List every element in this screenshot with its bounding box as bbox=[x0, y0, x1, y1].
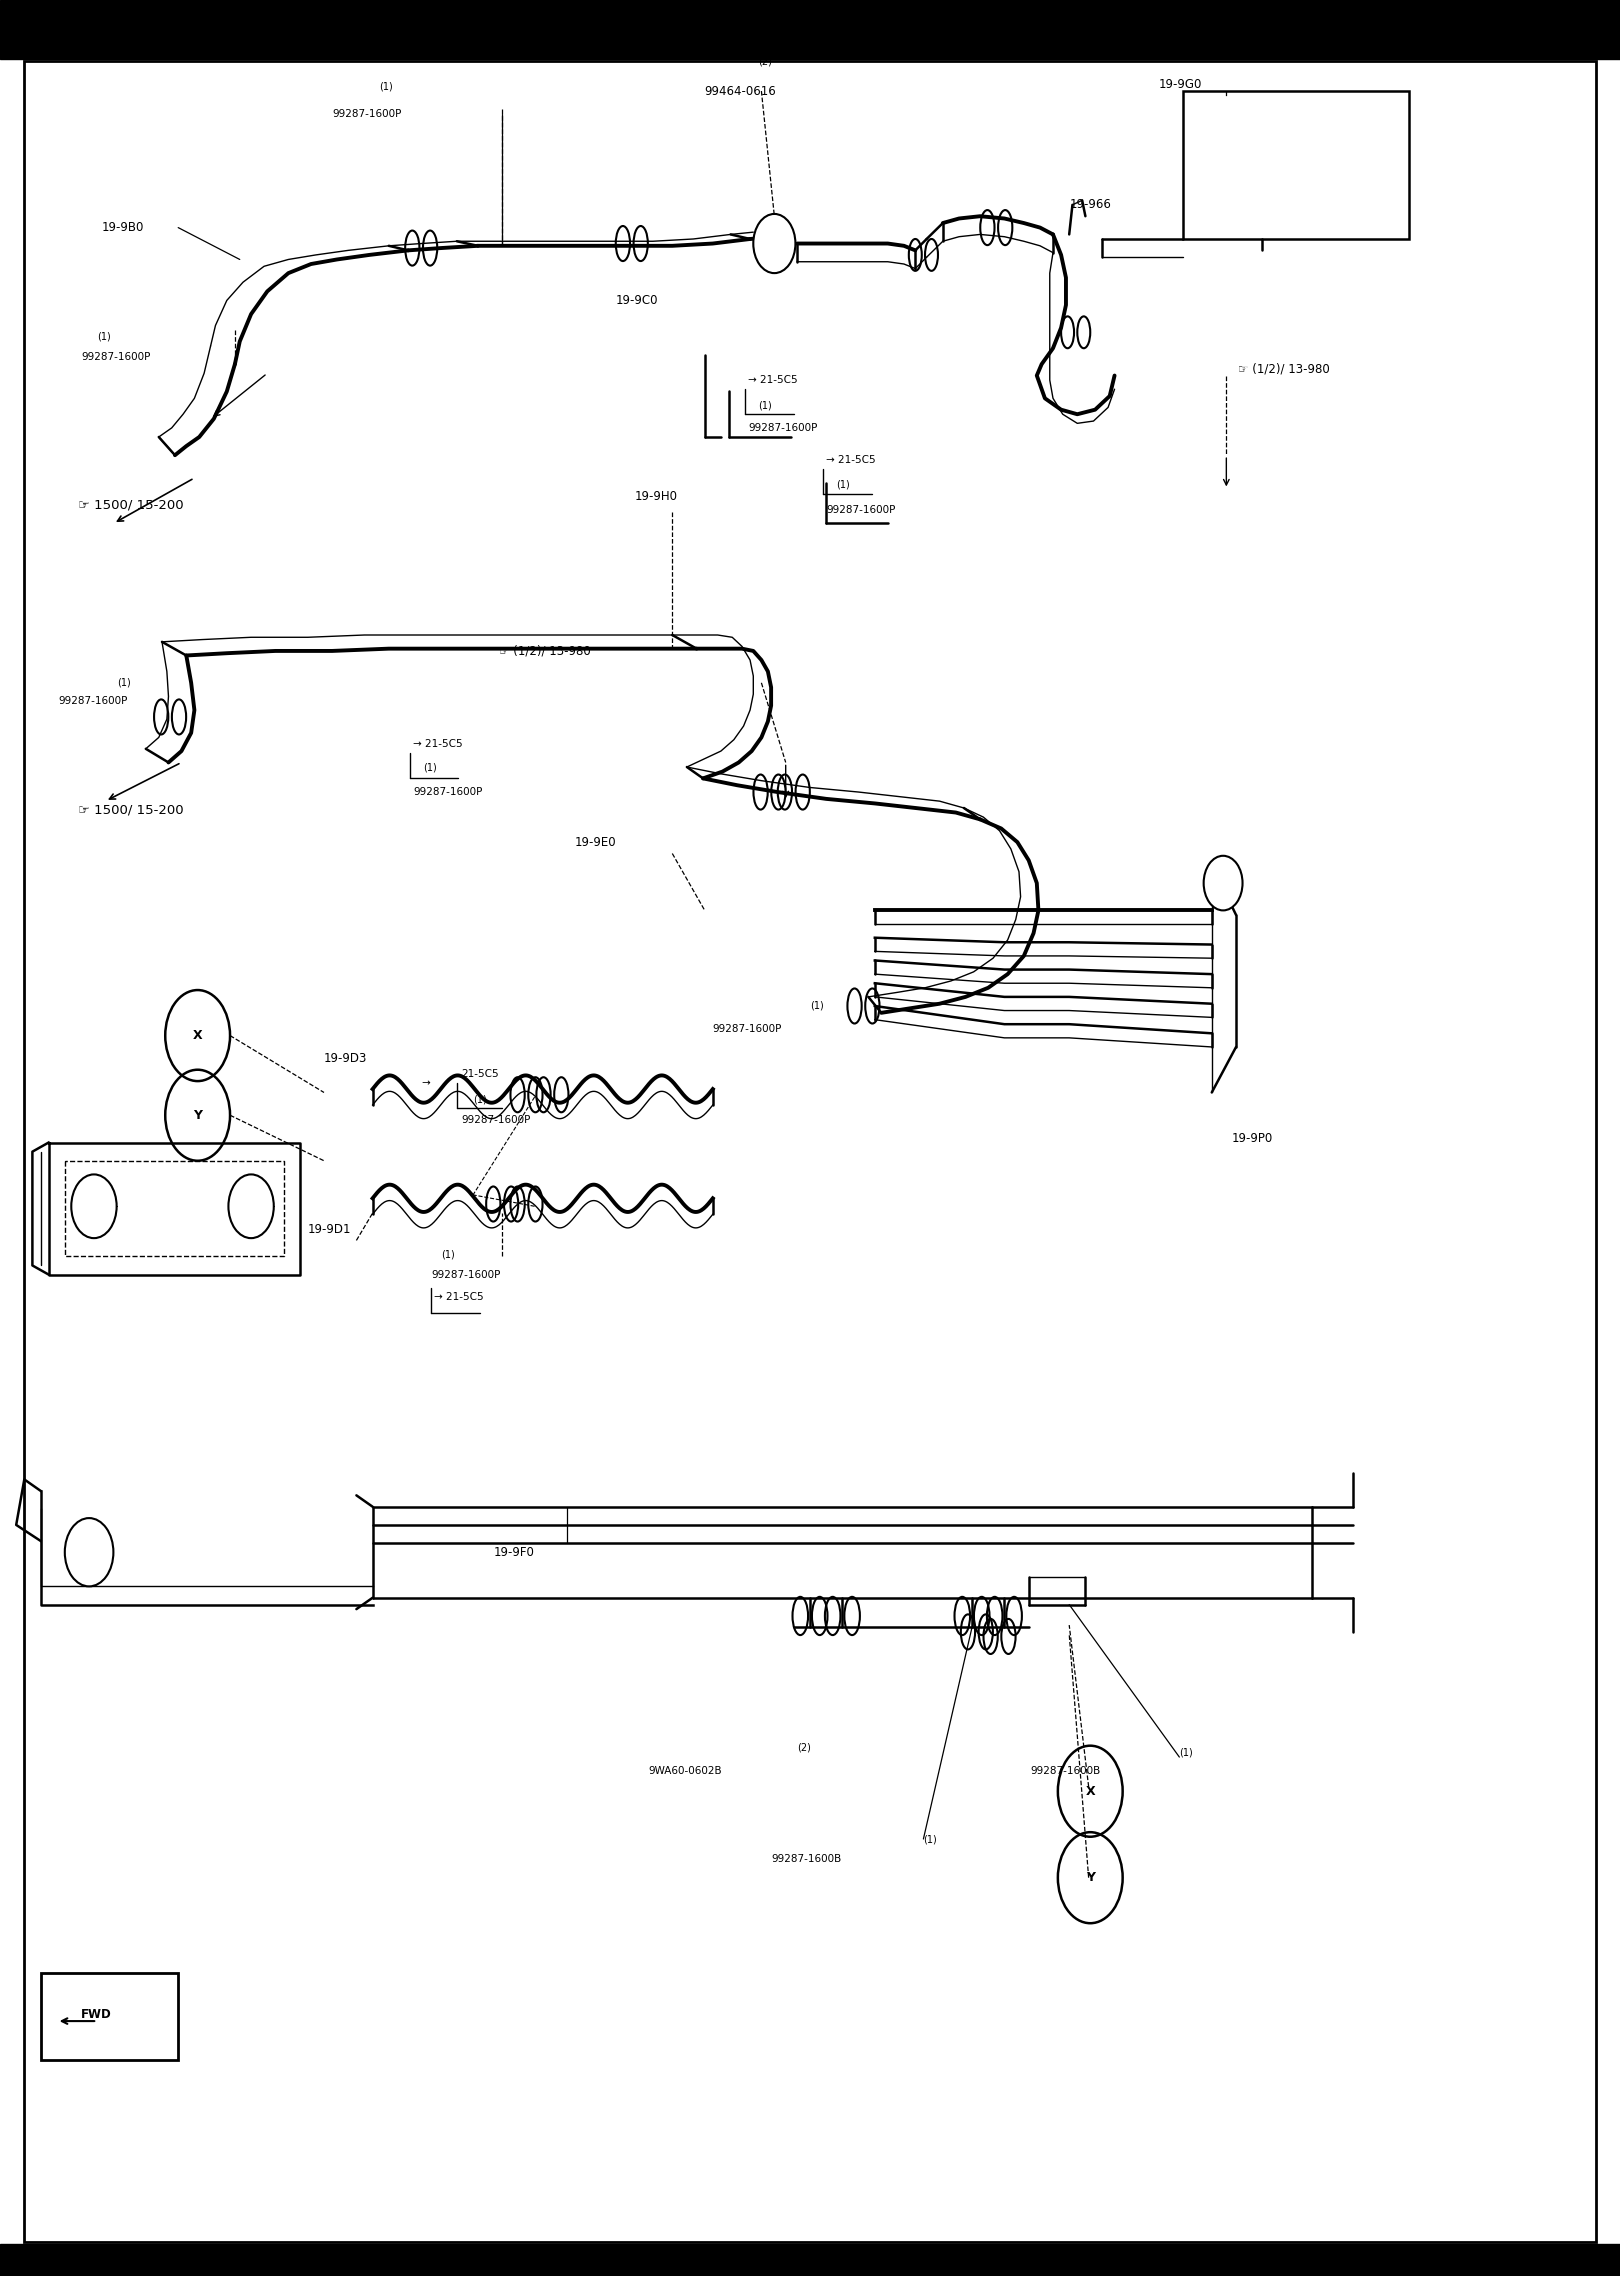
Text: 19-9B0: 19-9B0 bbox=[102, 221, 144, 234]
Bar bbox=[1183, 91, 1409, 239]
Text: (1): (1) bbox=[923, 1834, 936, 1844]
Text: 19-9G0: 19-9G0 bbox=[1158, 77, 1202, 91]
Text: (1): (1) bbox=[1179, 1748, 1192, 1757]
Text: 99287-1600B: 99287-1600B bbox=[771, 1855, 841, 1864]
Text: → 21-5C5: → 21-5C5 bbox=[826, 455, 876, 464]
Text: → 21-5C5: → 21-5C5 bbox=[748, 376, 799, 385]
Text: 19-9P0: 19-9P0 bbox=[1231, 1131, 1272, 1145]
Bar bbox=[0, 0, 1620, 59]
Text: 19-9H0: 19-9H0 bbox=[635, 489, 679, 503]
Text: →: → bbox=[421, 1079, 429, 1088]
Text: 21-5C5: 21-5C5 bbox=[462, 1070, 499, 1079]
Text: 99287-1600P: 99287-1600P bbox=[332, 109, 402, 118]
Circle shape bbox=[65, 1518, 113, 1586]
Text: → 21-5C5: → 21-5C5 bbox=[413, 740, 463, 749]
Text: Y: Y bbox=[193, 1108, 202, 1122]
Text: FWD: FWD bbox=[81, 2007, 112, 2021]
Text: 99287-1600P: 99287-1600P bbox=[748, 423, 818, 432]
Text: 19-9F0: 19-9F0 bbox=[494, 1545, 535, 1559]
Text: 19-9C0: 19-9C0 bbox=[616, 294, 658, 307]
Text: (1): (1) bbox=[441, 1250, 454, 1259]
Circle shape bbox=[228, 1174, 274, 1238]
Text: 99464-0616: 99464-0616 bbox=[705, 84, 776, 98]
Text: (1): (1) bbox=[810, 1001, 823, 1011]
Text: → 21-5C5: → 21-5C5 bbox=[434, 1293, 484, 1302]
Text: Y: Y bbox=[1085, 1871, 1095, 1885]
Text: ☞ 1500/ 15-200: ☞ 1500/ 15-200 bbox=[78, 498, 183, 512]
Circle shape bbox=[71, 1174, 117, 1238]
Text: ☞ 1500/ 15-200: ☞ 1500/ 15-200 bbox=[78, 803, 183, 817]
Text: ☞ (1/2)/ 13-980: ☞ (1/2)/ 13-980 bbox=[499, 644, 591, 658]
Bar bbox=[40, 1973, 178, 2060]
Text: 99287-1600P: 99287-1600P bbox=[713, 1024, 782, 1033]
Text: X: X bbox=[193, 1029, 202, 1042]
Text: 19-9E0: 19-9E0 bbox=[575, 835, 617, 849]
Text: 19-9D1: 19-9D1 bbox=[308, 1222, 352, 1236]
Text: 99287-1600B: 99287-1600B bbox=[1030, 1766, 1100, 1775]
Text: 99287-1600P: 99287-1600P bbox=[826, 505, 896, 514]
Text: (1): (1) bbox=[97, 332, 110, 341]
Text: 99287-1600P: 99287-1600P bbox=[462, 1115, 531, 1124]
Text: (1): (1) bbox=[423, 762, 436, 772]
Text: 9WA60-0602B: 9WA60-0602B bbox=[648, 1766, 721, 1775]
Text: (1): (1) bbox=[758, 401, 771, 410]
Text: 99287-1600P: 99287-1600P bbox=[431, 1270, 501, 1279]
Text: 99287-1600P: 99287-1600P bbox=[58, 696, 128, 706]
Text: 99287-1600P: 99287-1600P bbox=[413, 787, 483, 797]
Text: (1): (1) bbox=[379, 82, 392, 91]
Text: ☞ (1/2)/ 13-980: ☞ (1/2)/ 13-980 bbox=[1238, 362, 1330, 376]
Text: (1): (1) bbox=[473, 1095, 486, 1104]
Circle shape bbox=[1204, 856, 1243, 910]
Text: (2): (2) bbox=[797, 1743, 812, 1753]
Text: (1): (1) bbox=[836, 480, 849, 489]
Circle shape bbox=[753, 214, 795, 273]
Text: X: X bbox=[1085, 1784, 1095, 1798]
Text: 99287-1600P: 99287-1600P bbox=[81, 353, 151, 362]
Bar bbox=[0, 2244, 1620, 2276]
Text: 19-966: 19-966 bbox=[1069, 198, 1111, 212]
Text: (1): (1) bbox=[117, 678, 130, 687]
Text: (2): (2) bbox=[758, 57, 773, 66]
Text: 19-9D3: 19-9D3 bbox=[324, 1052, 368, 1065]
